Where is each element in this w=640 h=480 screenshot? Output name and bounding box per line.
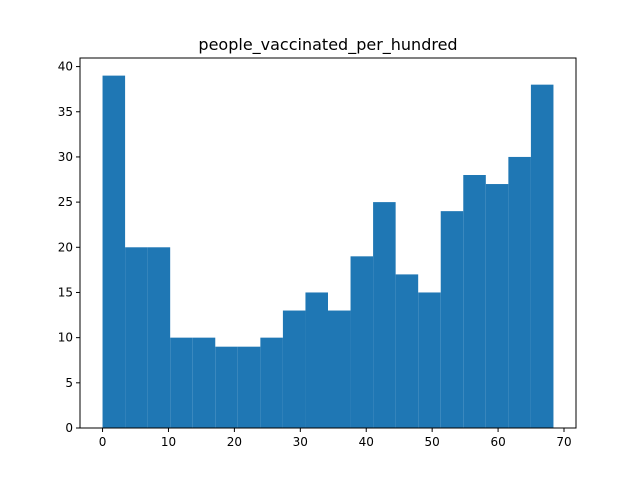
histogram-bar <box>282 310 306 428</box>
histogram-bar <box>395 274 419 428</box>
y-tick-label: 40 <box>58 60 73 74</box>
x-tick-label: 50 <box>425 435 440 449</box>
histogram-bar <box>418 292 441 428</box>
chart-title: people_vaccinated_per_hundred <box>198 35 457 55</box>
histogram-bar <box>102 75 126 428</box>
histogram-bar <box>237 346 261 428</box>
x-tick-label: 10 <box>161 435 176 449</box>
x-tick-label: 0 <box>99 435 107 449</box>
histogram-bar <box>305 292 328 428</box>
y-tick-label: 15 <box>58 285 73 299</box>
y-tick-label: 25 <box>58 195 73 209</box>
y-tick-label: 20 <box>58 240 73 254</box>
histogram-bar <box>215 346 238 428</box>
histogram-bar <box>147 247 171 428</box>
histogram-bar <box>192 337 216 428</box>
x-tick-label: 30 <box>293 435 308 449</box>
histogram-bar <box>170 337 193 428</box>
bars-group <box>102 75 554 429</box>
histogram-bar <box>328 310 351 428</box>
x-tick-label: 70 <box>556 435 571 449</box>
histogram-bar <box>260 337 283 428</box>
histogram-bar <box>350 256 374 428</box>
y-tick-label: 10 <box>58 331 73 345</box>
y-tick-label: 0 <box>65 421 73 435</box>
histogram-bar <box>530 84 554 429</box>
plot-frame <box>79 57 577 429</box>
y-tick-label: 30 <box>58 150 73 164</box>
x-tick-label: 40 <box>359 435 374 449</box>
histogram-bar <box>463 175 486 428</box>
histogram-bar <box>508 156 531 428</box>
histogram-bar <box>125 247 148 428</box>
histogram-bar <box>440 211 464 428</box>
histogram-bar <box>485 184 509 428</box>
x-axis: 0 10 20 30 40 50 60 70 <box>99 428 572 449</box>
y-tick-label: 35 <box>58 105 73 119</box>
x-tick-label: 60 <box>490 435 505 449</box>
y-axis: 0 5 10 15 20 25 30 35 40 <box>58 60 80 435</box>
y-tick-label: 5 <box>65 376 73 390</box>
x-tick-label: 20 <box>227 435 242 449</box>
histogram-bar <box>373 202 396 428</box>
